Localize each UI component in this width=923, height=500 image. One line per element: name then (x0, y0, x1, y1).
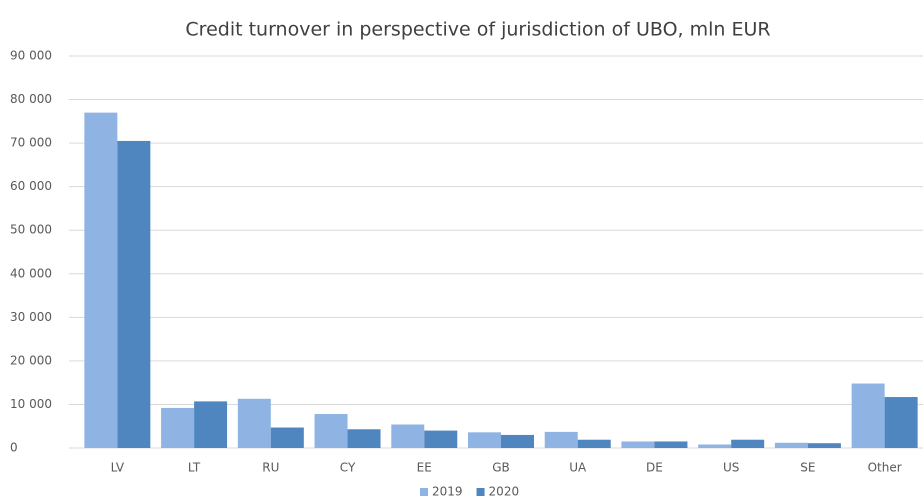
bar (347, 429, 381, 448)
bar (270, 427, 304, 448)
bar (391, 424, 425, 448)
bar (468, 432, 501, 448)
legend-swatch (420, 488, 428, 496)
y-tick-label: 60 000 (10, 179, 52, 193)
x-tick-label: EE (417, 461, 432, 475)
bar (194, 401, 228, 448)
bar (424, 430, 458, 448)
x-tick-label: RU (262, 461, 279, 475)
bar (698, 444, 732, 448)
bar (807, 443, 841, 448)
x-tick-label: US (723, 461, 739, 475)
legend-label: 2020 (489, 485, 520, 499)
y-tick-label: 20 000 (10, 353, 52, 367)
bar (654, 441, 688, 448)
bar (544, 431, 578, 448)
x-tick-label: DE (646, 461, 663, 475)
y-tick-label: 40 000 (10, 266, 52, 280)
y-tick-label: 80 000 (10, 92, 52, 106)
bar (237, 398, 271, 448)
y-tick-label: 0 (10, 441, 18, 455)
bar (774, 442, 808, 448)
bar (117, 140, 151, 448)
bar (577, 439, 611, 448)
y-tick-label: 10 000 (10, 397, 52, 411)
x-tick-label: LT (188, 461, 201, 475)
y-tick-label: 90 000 (10, 49, 52, 63)
bar (884, 397, 918, 448)
x-tick-label: SE (800, 461, 815, 475)
legend-label: 2019 (432, 485, 463, 499)
bar (851, 383, 885, 448)
bar (314, 414, 348, 448)
legend-swatch (476, 488, 485, 496)
x-tick-label: Other (868, 461, 902, 475)
x-tick-label: GB (492, 461, 510, 475)
bar (731, 439, 765, 448)
chart-title: Credit turnover in perspective of jurisd… (185, 19, 770, 41)
x-tick-label: LV (111, 461, 125, 475)
y-tick-label: 50 000 (10, 223, 52, 237)
bar (501, 434, 534, 448)
y-tick-label: 30 000 (10, 310, 52, 324)
x-tick-label: UA (569, 461, 587, 475)
x-tick-label: CY (340, 461, 356, 475)
bar (621, 441, 655, 448)
bar (161, 407, 195, 448)
y-tick-label: 70 000 (10, 136, 52, 150)
bar (84, 112, 118, 448)
